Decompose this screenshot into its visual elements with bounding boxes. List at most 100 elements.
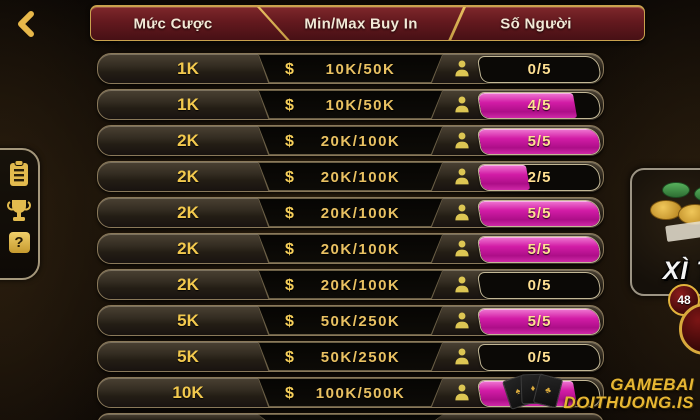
dollar-icon: $ xyxy=(285,205,294,222)
trophy-icon[interactable] xyxy=(6,197,32,223)
buyin-panel xyxy=(258,414,443,420)
poker-chip-icon xyxy=(694,186,700,202)
buyin-range-value xyxy=(299,415,422,420)
player-count-label: 5/5 xyxy=(527,133,552,150)
tab-player-count[interactable]: Số Người xyxy=(500,15,572,32)
tab-divider xyxy=(257,7,290,40)
table-row[interactable]: 2K $ 20K/100K 2/5 xyxy=(97,161,604,192)
gold-coin-icon xyxy=(650,200,682,220)
player-count-badge: 2/5 xyxy=(476,164,603,191)
watermark-line1: GAMEBAI xyxy=(610,375,694,394)
players-icon xyxy=(453,311,471,330)
buyin-range-value: 100K/500K xyxy=(315,385,406,402)
buyin-range-value: 50K/250K xyxy=(320,349,401,366)
watermark-line2: DOITHUONG.IS xyxy=(563,393,694,412)
buyin-panel: $ 20K/100K xyxy=(258,270,443,299)
players-icon xyxy=(453,59,471,78)
players-icon xyxy=(453,347,471,366)
document-icon[interactable] xyxy=(7,160,31,188)
dollar-icon: $ xyxy=(285,97,294,114)
table-row[interactable]: 5K $ 50K/250K 5/5 xyxy=(97,305,604,336)
buyin-panel: $ 10K/50K xyxy=(258,90,443,119)
dollar-icon: $ xyxy=(285,241,294,258)
bet-level-value: 10K xyxy=(172,383,204,402)
player-count-badge: 0/5 xyxy=(476,272,603,299)
player-count-label: 0/5 xyxy=(527,61,552,78)
bet-level-value: 2K xyxy=(177,239,199,258)
player-count-badge: 5/5 xyxy=(476,236,603,263)
buyin-range-value: 20K/100K xyxy=(320,133,401,150)
bet-level-value: 1K xyxy=(177,95,199,114)
buyin-panel: $ 20K/100K xyxy=(258,126,443,155)
players-icon xyxy=(453,131,471,150)
table-row[interactable]: 2K $ 20K/100K 5/5 xyxy=(97,125,604,156)
player-count-badge: 4/5 xyxy=(476,92,603,119)
buyin-panel: $ 10K/50K xyxy=(258,54,443,83)
buyin-range-value: 20K/100K xyxy=(320,277,401,294)
buyin-range-value: 10K/50K xyxy=(325,97,396,114)
cards-icon: ♠ ♦ ♣ xyxy=(501,373,564,410)
player-count-label: 0/5 xyxy=(527,349,552,366)
buyin-range-value: 20K/100K xyxy=(320,205,401,222)
player-count-badge: 0/5 xyxy=(476,344,603,371)
dollar-icon: $ xyxy=(285,313,294,330)
players-icon xyxy=(453,167,471,186)
dollar-icon: $ xyxy=(285,277,294,294)
buyin-panel: $ 100K/500K xyxy=(258,378,443,407)
player-count-label: 5/5 xyxy=(527,313,552,330)
tab-bet-level[interactable]: Mức Cược xyxy=(133,15,213,32)
buyin-range-value: 20K/100K xyxy=(320,169,401,186)
back-button[interactable] xyxy=(12,9,40,39)
dollar-icon: $ xyxy=(285,61,294,78)
game-tile-title: XÌ TỐ xyxy=(662,257,700,285)
buyin-panel: $ 20K/100K xyxy=(258,198,443,227)
buyin-panel: $ 50K/250K xyxy=(258,342,443,371)
player-count-badge: 0/5 xyxy=(476,56,603,83)
players-icon xyxy=(453,239,471,258)
dollar-icon: $ xyxy=(285,349,294,366)
poker-chip-icon xyxy=(662,182,690,198)
player-count-badge: 5/5 xyxy=(476,200,603,227)
player-count-label: 5/5 xyxy=(527,241,552,258)
players-icon xyxy=(453,275,471,294)
buyin-panel: $ 20K/100K xyxy=(258,162,443,191)
dollar-icon: $ xyxy=(285,133,294,150)
bet-level-value: 5K xyxy=(177,311,199,330)
buyin-panel: $ 50K/250K xyxy=(258,306,443,335)
table-row[interactable] xyxy=(97,413,604,420)
tab-minmax-buyin[interactable]: Min/Max Buy In xyxy=(304,15,418,32)
bet-level-value xyxy=(98,414,278,420)
header-tab-bar: Mức Cược Min/Max Buy In Số Người xyxy=(90,5,645,41)
bet-level-value: 2K xyxy=(177,131,199,150)
buyin-panel: $ 20K/100K xyxy=(258,234,443,263)
table-row[interactable]: 2K $ 20K/100K 5/5 xyxy=(97,233,604,264)
table-row[interactable]: 1K $ 10K/50K 0/5 xyxy=(97,53,604,84)
buyin-range-value: 50K/250K xyxy=(320,313,401,330)
player-count-label: 5/5 xyxy=(527,205,552,222)
help-icon[interactable]: ? xyxy=(8,232,30,253)
chevron-left-icon xyxy=(18,11,34,37)
table-row[interactable]: 2K $ 20K/100K 5/5 xyxy=(97,197,604,228)
dollar-icon: $ xyxy=(285,169,294,186)
buyin-range-value: 10K/50K xyxy=(325,61,396,78)
table-row[interactable]: 1K $ 10K/50K 4/5 xyxy=(97,89,604,120)
dollar-icon: $ xyxy=(285,385,294,402)
watermark: GAMEBAI DOITHUONG.IS xyxy=(563,376,694,412)
players-icon xyxy=(453,95,471,114)
table-row[interactable]: 2K $ 20K/100K 0/5 xyxy=(97,269,604,300)
bet-level-value: 2K xyxy=(177,275,199,294)
player-count-label: 4/5 xyxy=(527,97,552,114)
players-icon xyxy=(453,203,471,222)
table-row[interactable]: 5K $ 50K/250K 0/5 xyxy=(97,341,604,372)
buyin-range-value: 20K/100K xyxy=(320,241,401,258)
table-list: 1K $ 10K/50K 0/5 1K $ 10K/50K xyxy=(97,53,604,420)
game-tile-xito[interactable]: XÌ TỐ xyxy=(630,168,700,296)
bet-level-value: 5K xyxy=(177,347,199,366)
bet-level-value: 2K xyxy=(177,167,199,186)
bet-level-value: 2K xyxy=(177,203,199,222)
player-count-label: 0/5 xyxy=(527,277,552,294)
player-count-badge: 5/5 xyxy=(476,308,603,335)
side-menu-panel: ? xyxy=(0,148,40,280)
players-icon xyxy=(453,383,471,402)
